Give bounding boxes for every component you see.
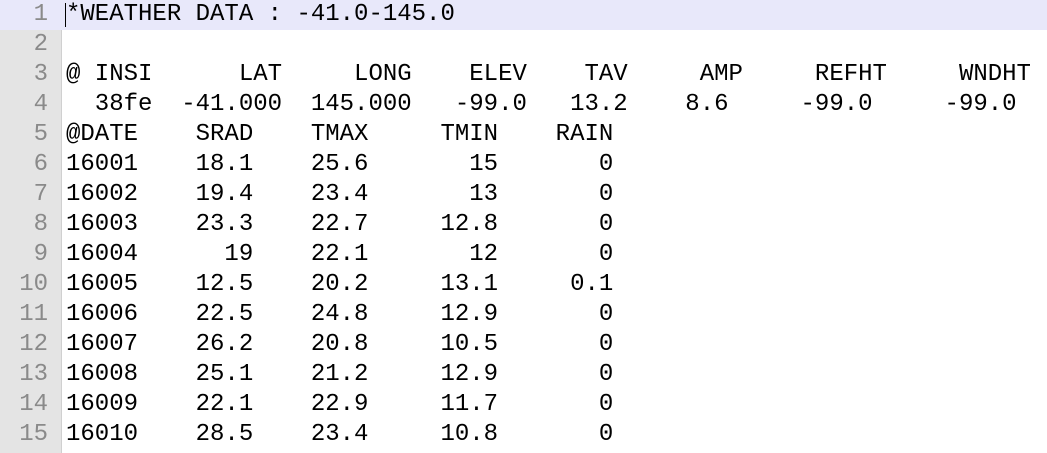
line-text[interactable]: 38fe -41.000 145.000 -99.0 13.2 8.6 -99.… <box>66 91 1017 118</box>
line-number: 9 <box>33 241 48 268</box>
editor-line[interactable]: 3 @ INSI LAT LONG ELEV TAV AMP REFHT WNDH… <box>0 60 1047 90</box>
line-number: 2 <box>33 31 48 58</box>
line-text[interactable]: 16009 22.1 22.9 11.7 0 <box>66 391 614 418</box>
line-text[interactable]: 16006 22.5 24.8 12.9 0 <box>66 301 614 328</box>
line-number: 4 <box>33 91 48 118</box>
editor-line[interactable]: 4 38fe -41.000 145.000 -99.0 13.2 8.6 -9… <box>0 90 1047 120</box>
line-number: 13 <box>19 361 48 388</box>
line-text[interactable]: *WEATHER DATA : -41.0-145.0 <box>66 1 455 28</box>
line-text[interactable]: 16003 23.3 22.7 12.8 0 <box>66 211 614 238</box>
editor-line[interactable]: 9 16004 19 22.1 12 0 <box>0 240 1047 270</box>
line-number: 5 <box>33 121 48 148</box>
line-text[interactable]: 16010 28.5 23.4 10.8 0 <box>66 421 614 448</box>
editor-line[interactable]: 5 @DATE SRAD TMAX TMIN RAIN <box>0 120 1047 150</box>
line-text[interactable]: 16004 19 22.1 12 0 <box>66 241 614 268</box>
editor-line[interactable]: 7 16002 19.4 23.4 13 0 <box>0 180 1047 210</box>
line-number: 15 <box>19 421 48 448</box>
line-text[interactable]: 16001 18.1 25.6 15 0 <box>66 151 614 178</box>
editor-line[interactable]: 8 16003 23.3 22.7 12.8 0 <box>0 210 1047 240</box>
line-number: 3 <box>33 61 48 88</box>
line-number: 12 <box>19 331 48 358</box>
line-number: 14 <box>19 391 48 418</box>
editor-line[interactable]: 12 16007 26.2 20.8 10.5 0 <box>0 330 1047 360</box>
editor-line[interactable]: 13 16008 25.1 21.2 12.9 0 <box>0 360 1047 390</box>
line-text[interactable]: 16005 12.5 20.2 13.1 0.1 <box>66 271 614 298</box>
line-number: 10 <box>19 271 48 298</box>
editor-line[interactable]: 2 <box>0 30 1047 60</box>
line-number: 11 <box>19 301 48 328</box>
editor-line[interactable]: 14 16009 22.1 22.9 11.7 0 <box>0 390 1047 420</box>
editor-line[interactable]: 15 16010 28.5 23.4 10.8 0 <box>0 420 1047 450</box>
line-text[interactable]: 16002 19.4 23.4 13 0 <box>66 181 614 208</box>
editor-line[interactable]: 10 16005 12.5 20.2 13.1 0.1 <box>0 270 1047 300</box>
line-text[interactable]: 16007 26.2 20.8 10.5 0 <box>66 331 614 358</box>
line-number: 7 <box>33 181 48 208</box>
line-text[interactable]: 16008 25.1 21.2 12.9 0 <box>66 361 614 388</box>
editor-line[interactable]: 1 *WEATHER DATA : -41.0-145.0 <box>0 0 1047 30</box>
editor-line[interactable]: 11 16006 22.5 24.8 12.9 0 <box>0 300 1047 330</box>
line-number: 8 <box>33 211 48 238</box>
text-caret <box>65 3 66 27</box>
line-text[interactable]: @ INSI LAT LONG ELEV TAV AMP REFHT WNDHT <box>66 61 1031 88</box>
line-text[interactable]: @DATE SRAD TMAX TMIN RAIN <box>66 121 614 148</box>
line-number-gutter <box>0 0 62 453</box>
editor-line[interactable]: 6 16001 18.1 25.6 15 0 <box>0 150 1047 180</box>
line-number: 1 <box>33 1 48 28</box>
line-number: 6 <box>33 151 48 178</box>
